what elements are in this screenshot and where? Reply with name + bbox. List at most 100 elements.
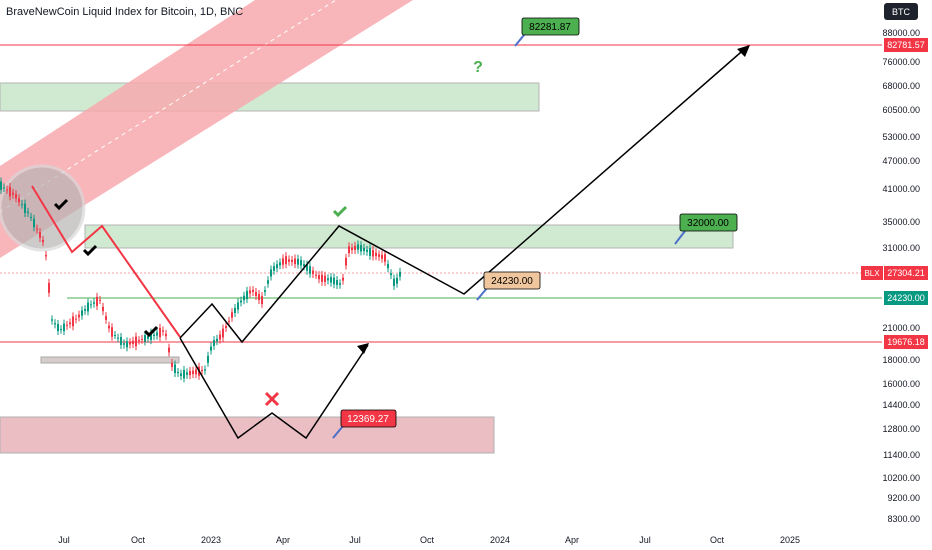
y-tick-label: 21000.00	[882, 323, 920, 333]
candle-body	[123, 343, 125, 345]
candle-body	[216, 338, 218, 342]
candle-body	[36, 228, 38, 230]
y-tick-label: 35000.00	[882, 217, 920, 227]
candle-body	[195, 369, 197, 375]
candle-body	[204, 369, 206, 371]
price-label-value: 19676.18	[887, 337, 925, 347]
candle-body	[318, 275, 320, 280]
arrow-head-top	[737, 45, 750, 57]
red-channel	[0, 0, 413, 258]
price-axis[interactable]: 88000.00 76000.00 68000.00 60500.00 53000.00…	[882, 28, 920, 524]
callout-24230: 24230.00	[476, 271, 541, 301]
candle-body	[294, 258, 296, 265]
candle-body	[339, 283, 341, 285]
candle-body	[21, 204, 23, 206]
candle-body	[213, 340, 215, 346]
candle-body	[69, 322, 71, 325]
candle-body	[207, 355, 209, 363]
candle-body	[324, 275, 326, 282]
candle-body	[237, 302, 239, 310]
candles	[0, 177, 401, 383]
candle-body	[255, 291, 257, 297]
candle-body	[249, 290, 251, 294]
candle-body	[369, 248, 371, 256]
price-labels: 82781.57 BLX 27304.21 24230.00 19676.18	[861, 38, 928, 349]
candle-body	[279, 262, 281, 266]
check-mark-icon	[332, 205, 348, 218]
candle-body	[306, 264, 308, 271]
y-tick-label: 16000.00	[882, 379, 920, 389]
candle-body	[108, 325, 110, 329]
time-axis[interactable]: Jul Oct 2023 Apr Jul Oct 2024 Apr Jul Oct 2025	[58, 535, 800, 545]
candle-body	[285, 256, 287, 265]
candle-body	[114, 334, 116, 336]
candle-body	[9, 186, 11, 197]
x-tick-label: 2025	[780, 535, 800, 545]
candle-body	[342, 277, 344, 281]
x-tick-label: Jul	[349, 535, 361, 545]
price-label-value: 82781.57	[887, 40, 925, 50]
gray-zone-support	[40, 356, 180, 364]
candle-body	[240, 300, 242, 303]
candle-body	[126, 341, 128, 348]
candle-body	[330, 277, 332, 283]
candle-body	[84, 309, 86, 311]
y-tick-label: 11400.00	[883, 450, 920, 460]
candle-body	[183, 370, 185, 379]
candle-body	[63, 323, 65, 332]
candle-body	[66, 324, 68, 326]
callout-24230-label: 24230.00	[491, 276, 533, 287]
candle-body	[225, 325, 227, 329]
x-tick-label: Oct	[420, 535, 435, 545]
y-tick-label: 76000.00	[882, 57, 920, 67]
candle-body	[129, 342, 131, 345]
candle-body	[186, 372, 188, 375]
price-label-box	[884, 291, 928, 305]
check-mark-icon	[53, 198, 69, 211]
question-mark: ?	[473, 59, 483, 76]
candle-body	[72, 316, 74, 327]
candle-body	[150, 332, 152, 341]
candle-body	[243, 295, 245, 301]
candle-body	[363, 247, 365, 252]
candle-body	[387, 263, 389, 269]
candle-body	[105, 316, 107, 320]
callout-32000-label: 32000.00	[687, 218, 729, 229]
candle-body	[3, 187, 5, 189]
y-tick-label: 68000.00	[882, 81, 920, 91]
candle-body	[234, 307, 236, 314]
candle-body	[15, 194, 17, 199]
y-tick-label: 53000.00	[882, 132, 920, 142]
y-tick-label: 31000.00	[882, 243, 920, 253]
candle-body	[399, 271, 401, 277]
candle-body	[93, 302, 95, 304]
candle-body	[357, 244, 359, 250]
candle-body	[291, 259, 293, 262]
y-tick-label: 18000.00	[882, 355, 920, 365]
candle-body	[138, 340, 140, 342]
candle-body	[336, 280, 338, 285]
candle-body	[45, 255, 47, 257]
candle-body	[360, 245, 362, 252]
candle-body	[60, 329, 62, 331]
symbol-button[interactable]: BTC	[884, 3, 918, 20]
candle-body	[381, 254, 383, 259]
candle-body	[300, 260, 302, 266]
candle-body	[252, 289, 254, 293]
candle-body	[384, 254, 386, 262]
x-tick-label: Oct	[710, 535, 725, 545]
candle-body	[273, 266, 275, 271]
candle-body	[192, 370, 194, 375]
candle-body	[132, 340, 134, 344]
candle-body	[351, 247, 353, 251]
candle-body	[276, 264, 278, 269]
candle-body	[375, 252, 377, 257]
candle-body	[81, 310, 83, 316]
candle-body	[99, 299, 101, 301]
candle-body	[222, 328, 224, 338]
check-mark-icon	[143, 325, 159, 338]
candle-body	[228, 320, 230, 322]
candle-body	[303, 264, 305, 267]
candle-body	[111, 327, 113, 337]
